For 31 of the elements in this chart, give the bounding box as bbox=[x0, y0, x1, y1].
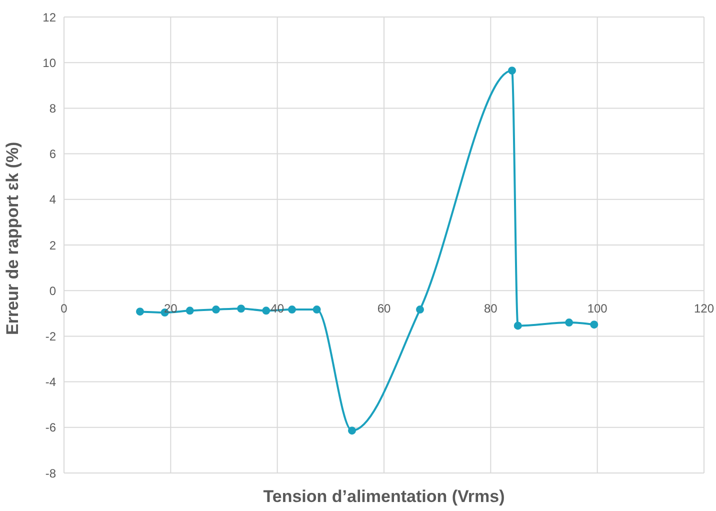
y-tick-label: 8 bbox=[49, 101, 56, 116]
y-tick-label: -6 bbox=[45, 420, 56, 435]
y-tick-label: 4 bbox=[49, 192, 56, 207]
point bbox=[186, 306, 194, 315]
x-tick-label: 60 bbox=[377, 302, 391, 316]
point bbox=[312, 306, 321, 314]
point bbox=[508, 66, 516, 75]
y-axis-title: Erreur de rapport εk (%) bbox=[3, 142, 22, 335]
point bbox=[212, 306, 220, 314]
point bbox=[136, 308, 144, 316]
y-tick-label: 12 bbox=[42, 10, 56, 24]
point bbox=[288, 306, 296, 314]
y-tick-label: 0 bbox=[49, 284, 56, 298]
y-tick-label: -2 bbox=[45, 329, 56, 344]
x-tick-label: 120 bbox=[694, 302, 714, 316]
point bbox=[262, 306, 270, 315]
point bbox=[590, 320, 598, 329]
y-tick-label: 2 bbox=[49, 238, 56, 252]
y-tick-label: 6 bbox=[49, 147, 56, 162]
x-tick-label: 80 bbox=[484, 302, 498, 316]
x-tick-label: 0 bbox=[60, 302, 68, 316]
y-tick-label: -4 bbox=[45, 375, 56, 390]
x-tick-label: 100 bbox=[587, 302, 608, 316]
point bbox=[237, 304, 246, 313]
point bbox=[348, 426, 356, 435]
y-tick-label: 10 bbox=[42, 56, 56, 70]
y-tick-label: -8 bbox=[45, 466, 56, 480]
point bbox=[514, 322, 522, 330]
point bbox=[416, 306, 424, 314]
x-axis-title: Tension d’alimentation (Vrms) bbox=[263, 487, 505, 506]
point bbox=[565, 318, 574, 327]
